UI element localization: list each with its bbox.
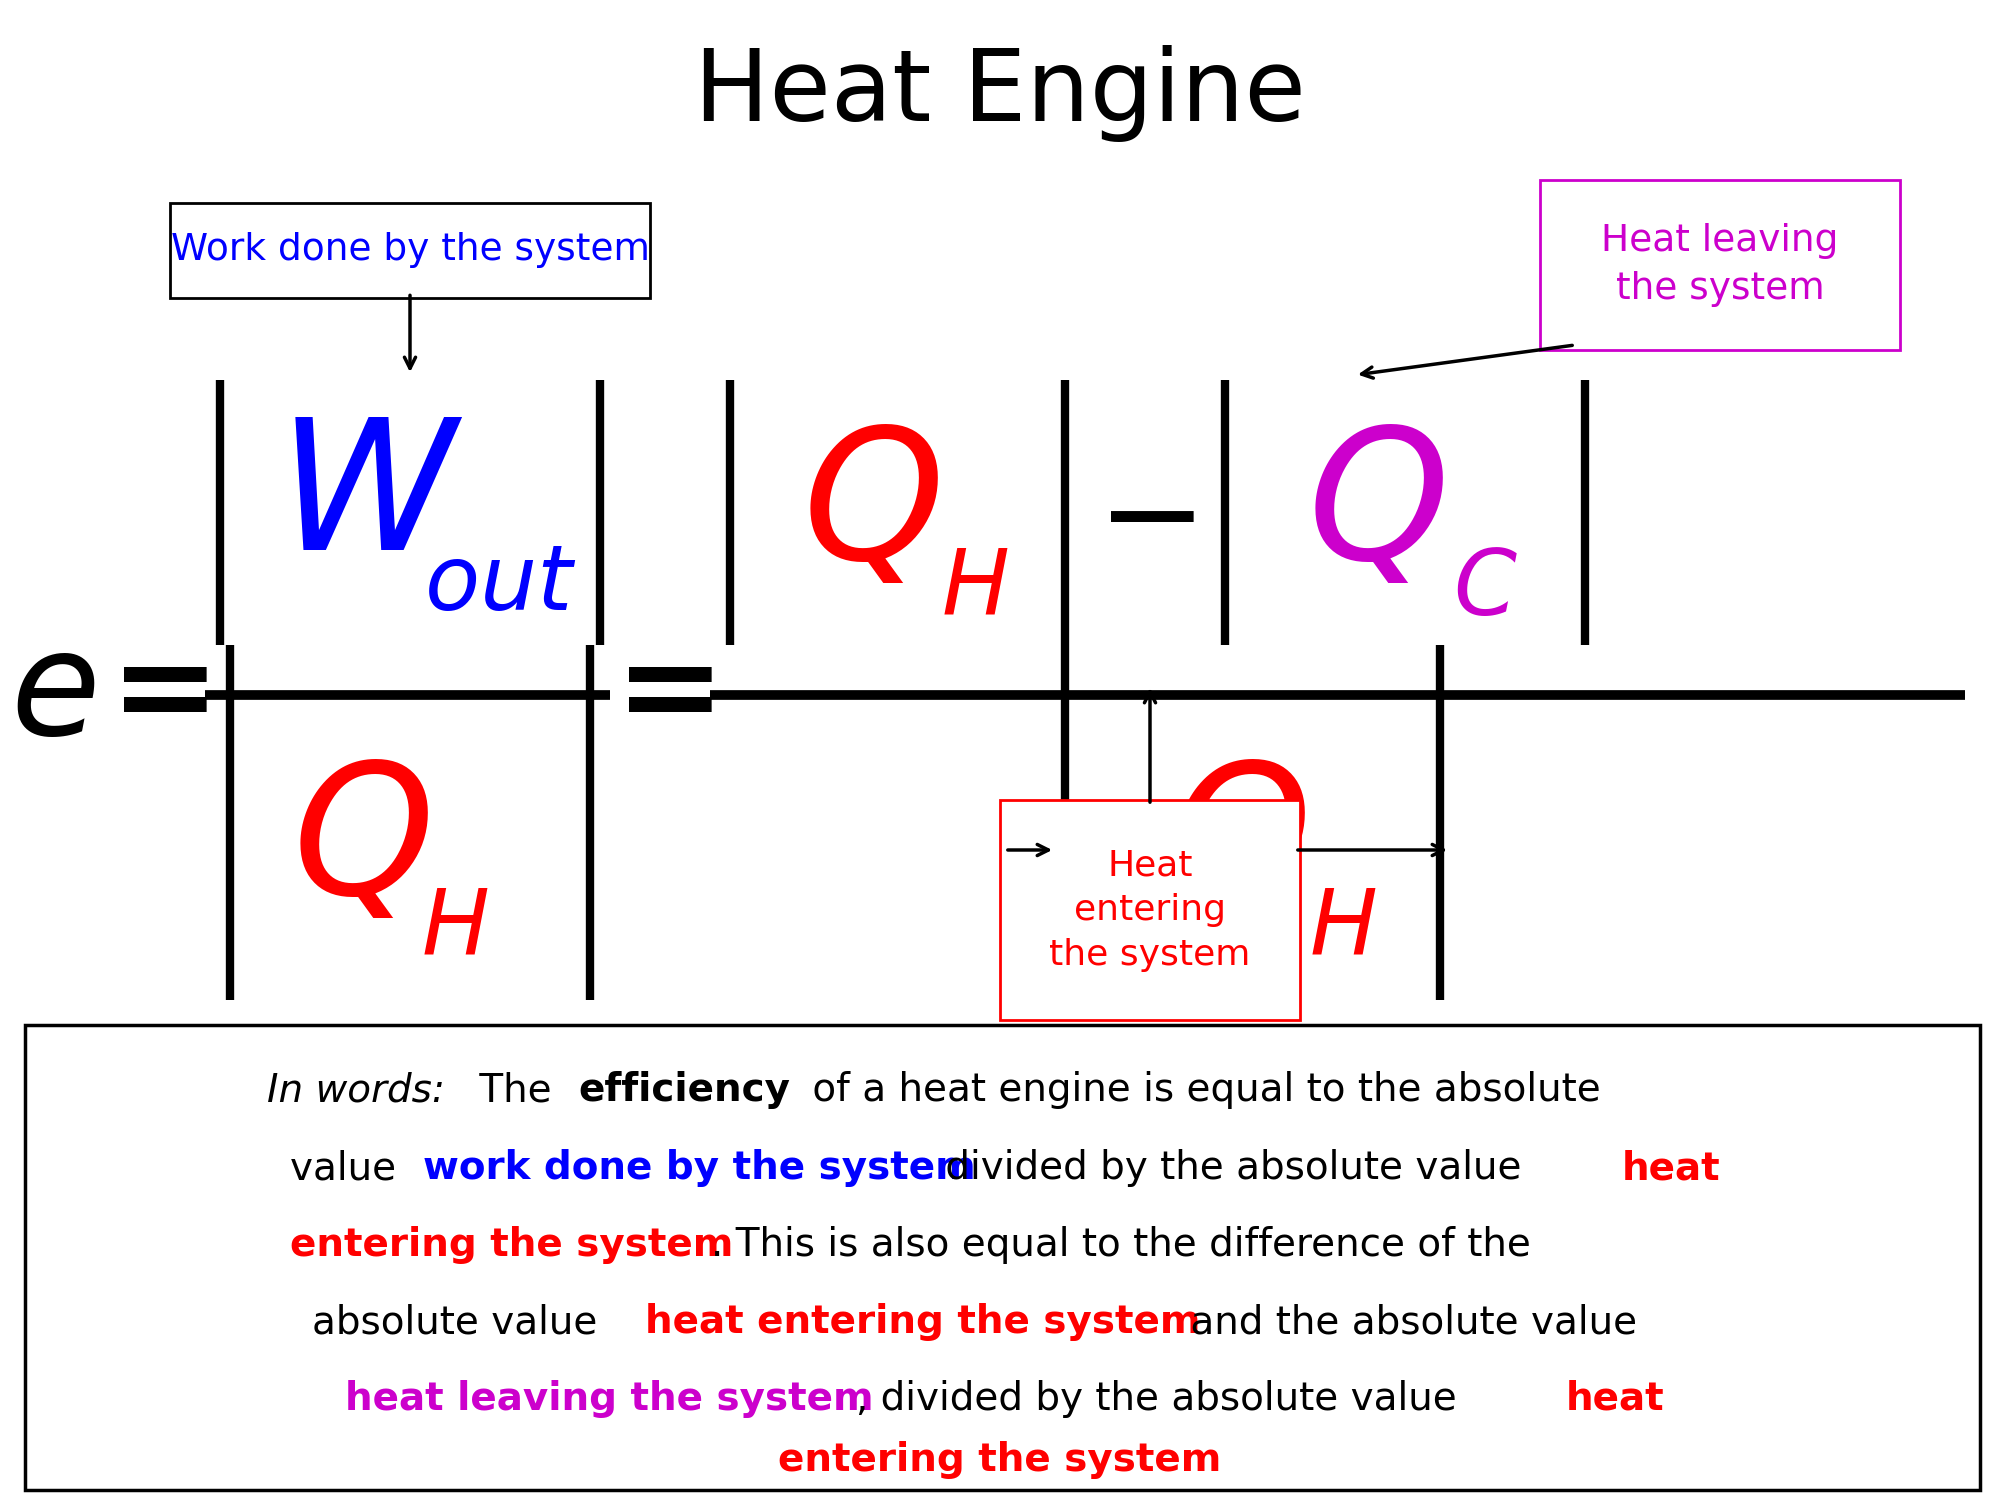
Text: value: value [290,1149,408,1186]
Text: Heat
entering
the system: Heat entering the system [1050,847,1250,972]
Text: The: The [468,1071,564,1108]
Text: of a heat engine is equal to the absolute: of a heat engine is equal to the absolut… [800,1071,1600,1108]
Text: $Q$: $Q$ [292,756,428,933]
Text: heat: heat [1566,1380,1664,1417]
Text: =: = [110,632,220,759]
Text: . This is also equal to the difference of the: . This is also equal to the difference o… [712,1226,1532,1264]
Text: $H$: $H$ [422,886,488,974]
Text: $W$: $W$ [276,413,464,588]
Text: $Q$: $Q$ [802,422,938,598]
Text: Work done by the system: Work done by the system [170,232,650,268]
Text: and the absolute value: and the absolute value [1178,1304,1636,1341]
FancyBboxPatch shape [24,1024,1980,1490]
Text: absolute value: absolute value [312,1304,610,1341]
Text: Heat Engine: Heat Engine [694,45,1306,142]
FancyBboxPatch shape [1540,180,1900,350]
Text: work done by the system: work done by the system [422,1149,976,1186]
Text: , divided by the absolute value: , divided by the absolute value [856,1380,1468,1417]
Text: Heat leaving
the system: Heat leaving the system [1602,224,1838,306]
FancyBboxPatch shape [1000,800,1300,1020]
Text: heat: heat [1622,1149,1720,1186]
Text: heat entering the system: heat entering the system [644,1304,1200,1341]
Text: divided by the absolute value: divided by the absolute value [934,1149,1534,1186]
Text: $H$: $H$ [942,546,1008,633]
Text: $C$: $C$ [1452,546,1518,633]
Text: =: = [614,632,726,759]
Text: e: e [10,624,100,765]
Text: $H$: $H$ [1308,886,1376,974]
Text: entering the system: entering the system [290,1226,732,1264]
Text: $out$: $out$ [424,542,576,628]
Text: $Q$: $Q$ [1306,422,1444,598]
FancyBboxPatch shape [170,202,650,297]
Text: efficiency: efficiency [578,1071,790,1108]
Text: $-$: $-$ [1096,456,1194,584]
Text: $Q$: $Q$ [1170,756,1306,933]
Text: entering the system: entering the system [778,1442,1222,1479]
Text: In words:: In words: [268,1071,446,1108]
Text: heat leaving the system: heat leaving the system [346,1380,874,1417]
